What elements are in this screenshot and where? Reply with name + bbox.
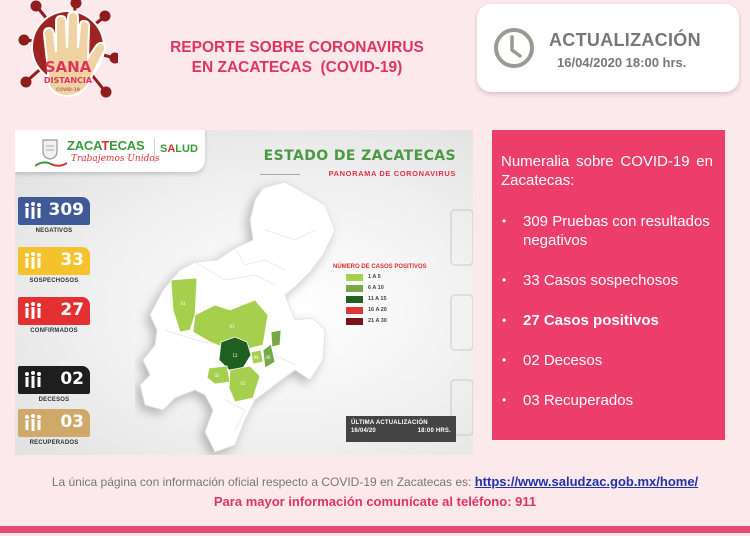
stat-value: 33 <box>60 250 84 270</box>
legend-item: 6 A 10 <box>346 284 473 292</box>
clock-icon <box>494 28 534 68</box>
official-site-notice: La única página con información oficial … <box>0 474 750 489</box>
legend-item: 16 A 20 <box>346 306 473 314</box>
state-subtitle: PANORAMA DE CORONAVIRUS <box>328 169 456 178</box>
coat-of-arms-watermark <box>445 200 473 450</box>
svg-text:SANA: SANA <box>45 58 92 76</box>
state-title: ESTADO DE ZACATECAS <box>263 148 456 164</box>
bottom-divider <box>0 526 750 533</box>
stat-label: RECUPERADOS <box>29 440 79 446</box>
svg-text:12: 12 <box>232 353 238 358</box>
svg-text:01: 01 <box>229 324 235 329</box>
stat-value: 03 <box>60 412 84 432</box>
official-site-text: La única página con información oficial … <box>51 475 475 489</box>
stat-recuperados: 03 RECUPERADOS <box>18 409 90 446</box>
municipio-6a10 <box>270 329 282 348</box>
svg-text:DISTANCIA: DISTANCIA <box>44 76 93 85</box>
legend-swatch <box>346 273 363 281</box>
svg-text:02: 02 <box>214 373 220 378</box>
last-update-title: ÚLTIMA ACTUALIZACIÓN <box>351 420 428 426</box>
legend-label: 16 A 20 <box>368 307 387 313</box>
municipio-1a5 <box>250 349 264 365</box>
people-icon <box>25 302 41 319</box>
last-update-badge: ÚLTIMA ACTUALIZACIÓN 16/04/20 18:00 HRS. <box>346 416 456 442</box>
stat-label: NEGATIVOS <box>35 228 73 234</box>
legend-swatch <box>346 295 363 303</box>
legend-item: 21 A 30 <box>346 317 473 325</box>
branding-divider <box>154 139 155 163</box>
svg-text:01: 01 <box>240 381 246 386</box>
stat-label: CONFIRMADOS <box>30 328 78 334</box>
stat-value: 309 <box>48 200 85 220</box>
municipio-6a10 <box>262 343 276 369</box>
legend-label: 21 A 30 <box>368 318 387 324</box>
sana-distancia-logo: SANA DISTANCIA COVID-19 <box>18 0 121 102</box>
stat-label: DECESOS <box>38 397 70 403</box>
stat-negativos: 309 NEGATIVOS <box>18 197 90 234</box>
legend-swatch <box>346 317 363 325</box>
numeralia-item-positivos: 27 Casos positivos <box>501 311 713 330</box>
numeralia-list: 309 Pruebas con resultados negativos 33 … <box>501 212 713 410</box>
stat-sospechosos: 33 SOSPECHOSOS <box>18 247 90 284</box>
municipio-1a5 <box>206 365 231 385</box>
svg-text:06: 06 <box>265 355 271 360</box>
svg-text:COVID-19: COVID-19 <box>56 87 80 93</box>
update-title: ACTUALIZACIÓN <box>549 30 701 50</box>
stat-decesos: 02 DECESOS <box>18 366 90 403</box>
people-icon <box>25 202 41 219</box>
legend-item: 11 A 15 <box>346 295 473 303</box>
report-title: REPORTE SOBRE CORONAVIRUS EN ZACATECAS (… <box>152 38 442 78</box>
legend-label: 6 A 10 <box>368 285 384 291</box>
legend-swatch <box>346 284 363 292</box>
last-update-time: 18:00 HRS. <box>417 428 451 434</box>
zacatecas-choropleth-map: 01 01 12 04 06 02 01 <box>139 181 336 453</box>
stat-box: 309 <box>18 197 90 225</box>
numeralia-item-recuperados: 03 Recuperados <box>501 391 713 410</box>
subtitle-rule <box>260 174 300 175</box>
last-update-date: 16/04/20 <box>351 428 376 434</box>
official-site-link[interactable]: https://www.saludzac.gob.mx/home/ <box>474 474 699 489</box>
numeralia-title: Numeralia sobre COVID-19 en Zacatecas: <box>501 153 713 189</box>
stat-box: 02 <box>18 366 90 394</box>
municipio-1a5 <box>192 299 269 351</box>
map-legend: NÚMERO DE CASOS POSITIVOS 1 A 5 6 A 10 1… <box>333 264 473 325</box>
municipio-1a5 <box>170 277 198 333</box>
government-branding: ZACATECAS Trabajemos Unidos SALUD <box>15 130 205 172</box>
people-icon <box>25 414 41 431</box>
numeralia-panel: Numeralia sobre COVID-19 en Zacatecas: 3… <box>492 130 725 440</box>
stat-value: 02 <box>60 369 84 389</box>
stat-label: SOSPECHOSOS <box>29 278 79 284</box>
infographic-panel: ZACATECAS Trabajemos Unidos SALUD ESTADO… <box>15 130 473 455</box>
salud-wordmark: SALUD <box>160 143 198 155</box>
report-title-line2: EN ZACATECAS (COVID-19) <box>191 59 403 76</box>
report-title-line1: REPORTE SOBRE CORONAVIRUS <box>170 39 424 56</box>
people-icon <box>25 371 41 388</box>
update-card: ACTUALIZACIÓN 16/04/2020 18:00 hrs. <box>477 4 739 92</box>
people-icon <box>25 252 41 269</box>
zacatecas-wordmark: ZACATECAS <box>67 138 145 153</box>
update-datetime: 16/04/2020 18:00 hrs. <box>557 55 687 70</box>
stat-confirmados: 27 CONFIRMADOS <box>18 297 90 334</box>
municipio-11a15 <box>218 336 252 371</box>
stat-box: 27 <box>18 297 90 325</box>
legend-item: 1 A 5 <box>346 273 473 281</box>
svg-text:04: 04 <box>253 355 259 360</box>
svg-text:01: 01 <box>180 301 186 306</box>
legend-swatch <box>346 306 363 314</box>
coat-of-arms-icon <box>42 139 58 160</box>
zacatecas-motto: Trabajemos Unidos <box>71 154 160 164</box>
numeralia-item-negativos: 309 Pruebas con resultados negativos <box>501 212 713 250</box>
stat-value: 27 <box>60 300 84 320</box>
stat-box: 33 <box>18 247 90 275</box>
flag-ribbon-icon <box>35 161 67 167</box>
legend-title: NÚMERO DE CASOS POSITIVOS <box>333 264 427 270</box>
municipio-1a5 <box>228 365 261 403</box>
legend-label: 1 A 5 <box>368 274 381 280</box>
legend-label: 11 A 15 <box>368 296 387 302</box>
phone-notice: Para mayor información comunícate al tel… <box>213 494 537 509</box>
stat-box: 03 <box>18 409 90 437</box>
numeralia-item-decesos: 02 Decesos <box>501 351 713 370</box>
numeralia-item-sospechosos: 33 Casos sospechosos <box>501 271 713 290</box>
